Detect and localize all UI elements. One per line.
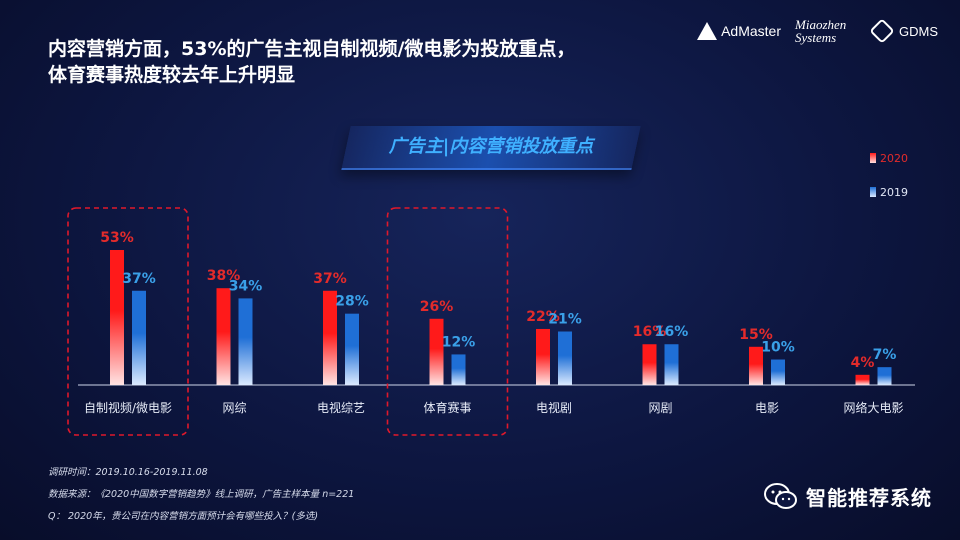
- wechat-watermark: 智能推荐系统: [764, 482, 932, 511]
- miaozhen-logo: Miaozhen Systems: [795, 18, 859, 44]
- data-label-2020: 4%: [851, 355, 875, 371]
- bar-2020: [429, 318, 444, 385]
- gdms-logo: GDMS: [869, 18, 938, 44]
- data-label-2020: 37%: [313, 271, 347, 287]
- bar-2019: [771, 359, 785, 385]
- legend-item-2019: 2019: [870, 184, 908, 200]
- bar-2019: [238, 298, 253, 385]
- data-label-2020: 16%: [633, 324, 667, 340]
- admaster-logo-text: AdMaster: [721, 23, 781, 39]
- bar-2019: [558, 331, 572, 385]
- data-label-2019: 12%: [442, 334, 476, 350]
- admaster-mark-icon: [697, 22, 718, 40]
- legend-label-2020: 2020: [880, 151, 908, 165]
- data-label-2019: 16%: [655, 324, 689, 340]
- footnote-source: 数据来源：《2020中国数字营销趋势》线上调研，广告主样本量 n=221: [48, 489, 355, 500]
- gdms-logo-text: GDMS: [899, 23, 938, 39]
- data-label-2020: 38%: [207, 268, 241, 284]
- chart-title: 广告主|内容营销投放重点: [388, 136, 594, 157]
- highlight-box: [67, 207, 189, 436]
- headline-line-1: 内容营销方面，53%的广告主视自制视频/微电影为投放重点，: [48, 38, 576, 60]
- bar-2020: [536, 328, 550, 385]
- legend-swatch-2020: [870, 153, 876, 163]
- category-label: 网剧: [648, 401, 672, 415]
- wechat-account-name: 智能推荐系统: [806, 486, 932, 510]
- footnote-survey-time: 调研时间：2019.10.16-2019.11.08: [48, 467, 208, 478]
- data-label-2019: 7%: [873, 347, 897, 363]
- data-label-2019: 21%: [548, 312, 582, 328]
- data-label-2019: 28%: [335, 294, 369, 310]
- admaster-logo: AdMaster: [697, 22, 781, 40]
- data-label-2019: 37%: [122, 271, 156, 287]
- category-label: 电视综艺: [317, 400, 365, 415]
- bar-2020: [323, 290, 337, 385]
- category-label: 电影: [755, 401, 779, 415]
- bar-2019: [345, 313, 359, 385]
- highlight-box: [386, 207, 509, 436]
- category-label: 体育赛事: [423, 400, 471, 415]
- bar-2020: [642, 344, 657, 385]
- data-label-2020: 53%: [100, 230, 134, 246]
- category-label: 网综: [222, 401, 246, 415]
- category-label: 电视剧: [536, 400, 572, 415]
- miaozhen-logo-line2: Systems: [795, 30, 837, 45]
- wechat-icon: [764, 482, 797, 509]
- data-label-2020: 26%: [420, 299, 454, 315]
- legend-label-2019: 2019: [880, 185, 908, 199]
- footnotes: 调研时间：2019.10.16-2019.11.08 数据来源：《2020中国数…: [48, 462, 354, 528]
- legend-swatch-2019: [870, 187, 876, 197]
- bar-2020: [855, 374, 870, 385]
- miaozhen-logo-line1: Miaozhen: [795, 17, 847, 32]
- bar-2019: [877, 367, 892, 385]
- bar-2020: [216, 288, 231, 385]
- data-label-2019: 34%: [229, 278, 263, 294]
- logo-bar: AdMaster Miaozhen Systems GDMS: [697, 18, 938, 44]
- bar-2019: [132, 290, 146, 385]
- headline: 内容营销方面，53%的广告主视自制视频/微电影为投放重点， 体育赛事热度较去年上…: [48, 36, 648, 88]
- footnote-question: Q： 2020年，贵公司在内容营销方面预计会有哪些投入？(多选): [48, 511, 319, 522]
- chart-legend: 2020 2019: [870, 150, 908, 218]
- legend-item-2020: 2020: [870, 150, 908, 166]
- bar-2020: [749, 346, 763, 385]
- miaozhen-logo-text: Miaozhen Systems: [795, 18, 859, 44]
- bar-2019: [451, 354, 466, 385]
- data-label-2020: 22%: [526, 309, 560, 325]
- bar-2020: [110, 250, 124, 385]
- headline-line-2: 体育赛事热度较去年上升明显: [48, 64, 296, 86]
- category-label: 网络大电影: [843, 400, 903, 415]
- bar-2019: [664, 344, 679, 385]
- data-label-2019: 10%: [761, 340, 795, 356]
- category-label: 自制视频/微电影: [84, 400, 172, 415]
- data-label-2020: 15%: [739, 327, 773, 343]
